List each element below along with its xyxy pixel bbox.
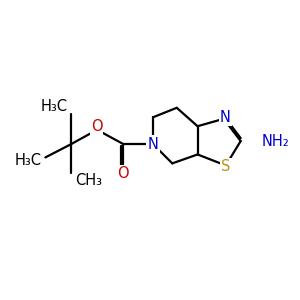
Text: CH₃: CH₃ [75, 173, 102, 188]
Text: H₃C: H₃C [41, 99, 68, 114]
Text: NH₂: NH₂ [262, 134, 290, 148]
Text: O: O [117, 166, 129, 181]
Text: N: N [148, 136, 158, 152]
Text: S: S [221, 159, 230, 174]
Text: N: N [220, 110, 231, 125]
Text: H₃C: H₃C [15, 154, 42, 169]
Text: O: O [91, 119, 102, 134]
